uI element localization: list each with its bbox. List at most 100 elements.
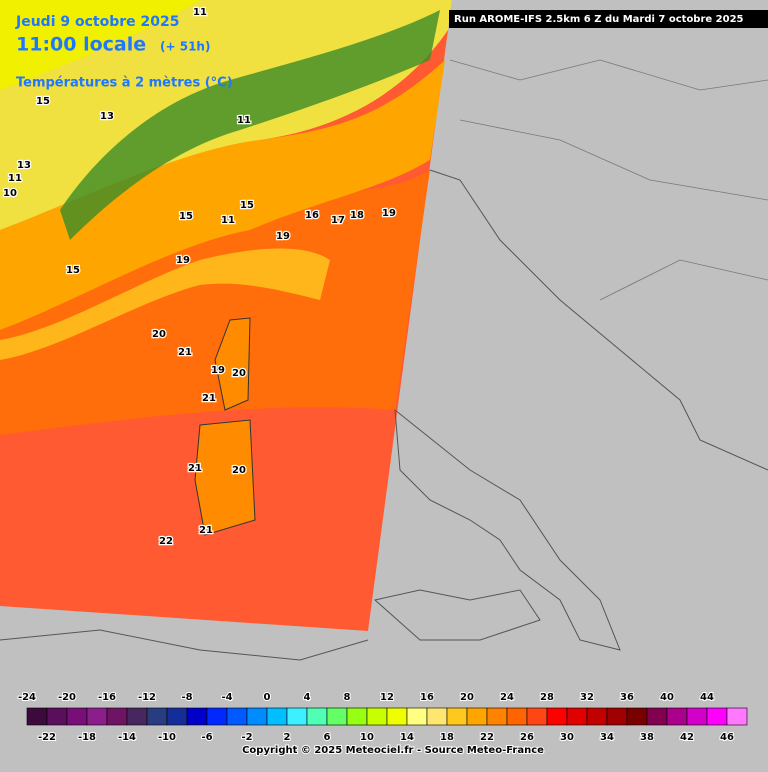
run-label: Run AROME-IFS 2.5km 6 Z du Mardi 7 octob… — [454, 14, 744, 25]
temperature-label: 21 — [202, 393, 216, 404]
legend-swatch — [466, 707, 488, 726]
sardinia — [194, 419, 256, 536]
legend-tick-label: 8 — [344, 692, 351, 703]
temperature-label: 15 — [240, 200, 254, 211]
legend-swatch — [546, 707, 568, 726]
legend-tick-label: -8 — [181, 692, 192, 703]
temperature-label: 19 — [176, 255, 190, 266]
legend-tick-label: 24 — [500, 692, 514, 703]
legend-tick-label: 44 — [700, 692, 714, 703]
legend-tick-label: -22 — [38, 732, 56, 743]
legend-tick-label: 36 — [620, 692, 634, 703]
legend-swatch — [726, 707, 748, 726]
legend-tick-label: -18 — [78, 732, 96, 743]
alps-cold — [60, 10, 440, 240]
legend-tick-label: 26 — [520, 732, 534, 743]
borders — [449, 59, 768, 301]
temperature-label: 19 — [211, 365, 225, 376]
field-name: Températures à 2 mètres (°C) — [16, 76, 233, 91]
corsica — [214, 317, 251, 411]
temperature-label: 20 — [152, 329, 166, 340]
temperature-label: 11 — [221, 215, 235, 226]
sicily — [373, 589, 541, 641]
legend-swatch — [166, 707, 188, 726]
legend-tick-label: 4 — [304, 692, 311, 703]
legend-swatch — [206, 707, 228, 726]
legend-tick-label: -12 — [138, 692, 156, 703]
legend-tick-label: 32 — [580, 692, 594, 703]
temperature-label: 21 — [188, 463, 202, 474]
legend-tick-label: 28 — [540, 692, 554, 703]
zone-19 — [0, 60, 445, 330]
legend-tick-label: 38 — [640, 732, 654, 743]
map-labels: 11 15 13 13 11 10 15 11 15 16 17 18 19 19 19 15 20 21 19 20… — [2, 6, 397, 549]
legend-swatch — [566, 707, 588, 726]
legend-swatch — [506, 707, 528, 726]
legend-tick-label: 22 — [480, 732, 494, 743]
legend-swatch — [526, 707, 548, 726]
temperature-label: 15 — [66, 265, 80, 276]
legend-tick-label: -6 — [201, 732, 212, 743]
legend-swatch — [186, 707, 208, 726]
legend-swatch — [686, 707, 708, 726]
run-banner — [449, 10, 768, 28]
legend-swatch — [666, 707, 688, 726]
temperature-label: 22 — [159, 536, 173, 547]
legend-swatch — [86, 707, 108, 726]
legend-swatch — [26, 707, 48, 726]
temperature-label: 17 — [331, 215, 345, 226]
temperature-label: 10 — [3, 188, 17, 199]
legend-tick-label: 20 — [460, 692, 474, 703]
legend-swatch — [486, 707, 508, 726]
legend-swatch — [366, 707, 388, 726]
legend-swatch — [246, 707, 268, 726]
legend-tick-label: -16 — [98, 692, 116, 703]
legend-tick-label: 12 — [380, 692, 394, 703]
legend-tick-label: 46 — [720, 732, 734, 743]
temperature-label: 11 — [193, 7, 207, 18]
legend-tick-label: -2 — [241, 732, 252, 743]
temperature-label: 13 — [100, 111, 114, 122]
zone-21 — [0, 170, 430, 435]
legend: -24-22-20-18-16-14-12-10-8-6-4-202468101… — [17, 691, 748, 744]
legend-tick-label: -4 — [221, 692, 232, 703]
legend-tick-label: 14 — [400, 732, 414, 743]
legend-swatch — [266, 707, 288, 726]
legend-tick-label: 10 — [360, 732, 374, 743]
temperature-label: 20 — [232, 465, 246, 476]
legend-swatch — [226, 707, 248, 726]
legend-tick-label: -24 — [18, 692, 36, 703]
temperature-label: 13 — [17, 160, 31, 171]
date: Jeudi 9 octobre 2025 — [15, 14, 179, 30]
legend-tick-label: 40 — [660, 692, 674, 703]
legend-swatch — [106, 707, 128, 726]
time: 11:00 locale — [16, 34, 146, 56]
legend-swatch — [46, 707, 68, 726]
temperature-label: 21 — [178, 347, 192, 358]
zone-19b — [0, 248, 330, 360]
legend-swatch — [346, 707, 368, 726]
temperature-label: 11 — [8, 173, 22, 184]
legend-swatch — [286, 707, 308, 726]
legend-swatch — [706, 707, 728, 726]
legend-swatch — [146, 707, 168, 726]
legend-swatch — [126, 707, 148, 726]
legend-tick-label: 18 — [440, 732, 454, 743]
temperature-label: 15 — [36, 96, 50, 107]
legend-tick-label: -20 — [58, 692, 76, 703]
temperature-label: 21 — [199, 525, 213, 536]
legend-tick-label: -14 — [118, 732, 136, 743]
legend-swatch — [446, 707, 468, 726]
legend-tick-label: 2 — [284, 732, 291, 743]
legend-tick-label: 6 — [324, 732, 331, 743]
legend-swatch — [646, 707, 668, 726]
legend-tick-label: 16 — [420, 692, 434, 703]
temperature-label: 16 — [305, 210, 319, 221]
legend-swatch — [306, 707, 328, 726]
legend-tick-label: 34 — [600, 732, 614, 743]
temperature-label: 19 — [382, 208, 396, 219]
legend-swatch — [386, 707, 408, 726]
legend-swatch — [426, 707, 448, 726]
